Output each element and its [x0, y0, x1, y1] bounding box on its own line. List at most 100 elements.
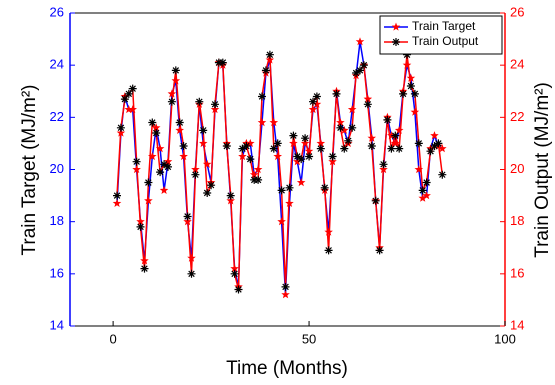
legend-box	[379, 15, 503, 55]
marker	[124, 105, 134, 114]
marker	[309, 97, 317, 106]
marker	[148, 118, 157, 127]
marker	[355, 37, 365, 46]
marker	[340, 144, 349, 153]
marker	[156, 168, 165, 177]
marker	[296, 178, 306, 187]
marker	[367, 142, 376, 150]
marker	[230, 269, 239, 278]
marker	[160, 160, 169, 169]
marker	[418, 186, 427, 195]
marker	[167, 97, 176, 106]
marker	[387, 144, 396, 153]
marker	[312, 92, 321, 101]
marker	[202, 159, 212, 168]
marker	[179, 142, 188, 150]
marker	[175, 125, 184, 134]
marker	[395, 144, 404, 153]
marker	[269, 118, 279, 127]
marker	[336, 123, 345, 132]
marker	[171, 66, 180, 75]
y2-tick-label: 22	[510, 109, 524, 124]
marker	[249, 170, 259, 179]
marker	[257, 118, 267, 127]
marker	[199, 126, 208, 135]
marker	[116, 123, 125, 132]
marker	[281, 282, 290, 291]
marker	[332, 89, 341, 98]
marker	[132, 157, 141, 166]
marker	[402, 60, 412, 69]
marker	[218, 58, 227, 67]
y2-tick-label: 14	[510, 317, 524, 332]
marker	[410, 89, 419, 98]
marker	[285, 183, 294, 192]
marker	[293, 157, 302, 166]
marker	[394, 125, 404, 134]
y2-tick-label: 26	[510, 4, 524, 19]
marker	[199, 138, 208, 148]
y2-tick-label: 20	[510, 161, 524, 176]
marker	[422, 178, 431, 187]
legend-label: Train Output	[412, 34, 479, 48]
marker	[167, 89, 177, 98]
marker	[391, 22, 401, 31]
marker	[128, 84, 137, 93]
marker	[238, 144, 247, 153]
y-tick-label: 20	[50, 161, 64, 176]
marker	[164, 162, 172, 171]
marker	[254, 175, 263, 184]
marker	[301, 134, 310, 143]
marker	[226, 191, 235, 200]
marker	[347, 105, 357, 114]
marker	[379, 160, 388, 169]
marker	[124, 89, 133, 98]
marker	[375, 246, 384, 255]
marker	[324, 246, 333, 255]
marker	[414, 165, 424, 174]
y-tick-label: 26	[50, 4, 64, 19]
marker	[406, 73, 416, 82]
marker	[207, 181, 216, 190]
marker	[195, 97, 204, 106]
marker	[175, 118, 184, 127]
marker	[242, 142, 251, 150]
marker	[112, 198, 122, 207]
marker	[430, 142, 439, 150]
y-tick-label: 18	[50, 213, 64, 228]
marker	[246, 138, 255, 148]
y-tick-label: 22	[50, 109, 64, 124]
marker	[418, 193, 427, 202]
marker	[148, 152, 157, 161]
marker	[277, 217, 286, 226]
marker	[273, 152, 282, 161]
y2-axis-title: Train Output (MJ/m²)	[532, 82, 553, 258]
marker	[211, 100, 219, 109]
y-axis-title: Train Target (MJ/m²)	[19, 84, 40, 255]
marker	[430, 131, 439, 140]
marker	[113, 191, 121, 200]
x-tick-label: 50	[302, 331, 316, 346]
x-tick-label: 0	[109, 331, 116, 346]
marker	[293, 152, 302, 161]
marker	[359, 61, 368, 70]
marker	[277, 186, 286, 195]
marker	[155, 144, 165, 153]
marker	[297, 155, 306, 164]
marker	[152, 129, 161, 137]
marker	[261, 66, 270, 75]
marker	[281, 290, 290, 299]
marker	[410, 107, 420, 116]
marker	[305, 152, 314, 161]
x-axis-title: Time (Months)	[226, 358, 348, 379]
marker	[128, 105, 137, 114]
y2-tick-label: 24	[510, 57, 524, 72]
marker	[352, 69, 361, 77]
marker	[399, 89, 408, 98]
y-tick-label: 14	[50, 317, 64, 332]
marker	[140, 264, 149, 273]
marker	[269, 144, 278, 153]
marker	[328, 152, 337, 161]
